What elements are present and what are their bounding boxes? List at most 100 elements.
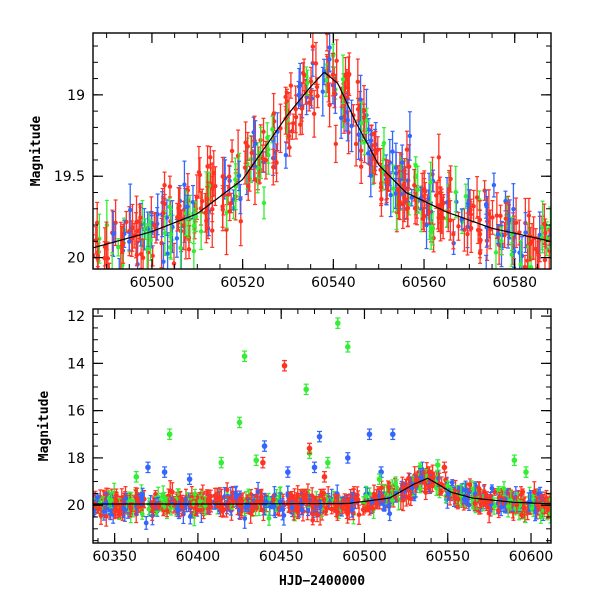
photometry-point bbox=[518, 239, 523, 269]
data-point bbox=[186, 473, 193, 485]
photometry-point bbox=[177, 187, 182, 225]
photometry-point bbox=[491, 172, 497, 198]
data-point bbox=[366, 428, 373, 441]
photometry-point bbox=[415, 165, 420, 214]
data-point bbox=[166, 428, 173, 441]
photometry-point bbox=[95, 493, 101, 502]
photometry-point bbox=[128, 183, 133, 237]
photometry-point bbox=[359, 101, 364, 145]
photometry-point bbox=[379, 181, 384, 217]
x-tick-label: 60550 bbox=[425, 549, 470, 565]
photometry-point bbox=[505, 495, 511, 518]
photometry-point bbox=[355, 490, 361, 509]
photometry-point bbox=[192, 488, 198, 499]
plot-frame bbox=[92, 32, 552, 270]
photometry-point bbox=[399, 144, 405, 181]
photometry-point bbox=[364, 107, 369, 135]
photometry-point bbox=[271, 148, 276, 186]
y-tick-label: 20 bbox=[67, 251, 85, 267]
x-tick-label: 60600 bbox=[509, 549, 554, 565]
model-curve bbox=[93, 477, 551, 505]
y-tick-label: 14 bbox=[67, 356, 85, 372]
photometry-point bbox=[361, 85, 367, 136]
bottom-panel-data bbox=[93, 317, 551, 530]
photometry-point bbox=[332, 494, 338, 512]
photometry-point bbox=[103, 273, 107, 303]
photometry-point bbox=[164, 504, 170, 518]
photometry-point bbox=[333, 124, 339, 164]
photometry-point bbox=[458, 484, 464, 507]
bottom-panel-full: 60350 60400 60450 60500 60550 60600 12 14 16 18 20… bbox=[37, 308, 554, 589]
photometry-point bbox=[486, 189, 492, 239]
photometry-point bbox=[449, 479, 455, 487]
photometry-point bbox=[113, 488, 119, 503]
x-tick-label: 60500 bbox=[130, 275, 175, 291]
photometry-point bbox=[453, 165, 458, 219]
photometry-point bbox=[468, 201, 473, 219]
series-1-points bbox=[133, 317, 529, 485]
photometry-point bbox=[167, 197, 172, 217]
photometry-point bbox=[249, 135, 254, 171]
photometry-point bbox=[494, 192, 500, 239]
photometry-point bbox=[238, 499, 244, 514]
photometry-point bbox=[299, 504, 305, 516]
data-point bbox=[303, 383, 309, 396]
series-2-points bbox=[260, 359, 448, 483]
photometry-point bbox=[421, 172, 427, 209]
photometry-point bbox=[355, 58, 361, 106]
x-tick-label: 60560 bbox=[402, 275, 447, 291]
photometry-point bbox=[116, 238, 121, 257]
top-panel-data bbox=[93, 33, 551, 303]
photometry-point bbox=[365, 501, 370, 512]
photometry-point bbox=[370, 503, 376, 513]
photometry-point bbox=[121, 498, 127, 519]
photometry-point bbox=[220, 187, 225, 232]
photometry-point bbox=[110, 252, 115, 269]
photometry-point bbox=[238, 183, 243, 215]
photometry-point bbox=[107, 262, 112, 269]
photometry-point bbox=[467, 478, 473, 492]
photometry-point bbox=[274, 150, 279, 174]
photometry-point bbox=[311, 89, 317, 138]
data-point bbox=[434, 459, 441, 471]
photometry-point bbox=[193, 201, 199, 232]
photometry-point bbox=[456, 211, 461, 241]
data-point bbox=[426, 466, 433, 478]
data-point bbox=[335, 317, 341, 329]
photometry-point bbox=[533, 228, 538, 269]
photometry-point bbox=[327, 46, 332, 73]
photometry-point bbox=[264, 495, 269, 508]
data-point bbox=[441, 461, 448, 474]
data-point bbox=[133, 471, 140, 483]
photometry-point bbox=[179, 497, 185, 517]
photometry-point bbox=[233, 486, 238, 500]
top-panel-zoom: 60500 60520 60540 60560 60580 19 19.5 20 Magnit… bbox=[29, 32, 552, 303]
photometry-point bbox=[292, 488, 297, 510]
data-point bbox=[306, 442, 313, 455]
photometry-point bbox=[283, 141, 289, 169]
photometry-point bbox=[418, 186, 423, 211]
photometry-point bbox=[412, 192, 418, 225]
photometry-point bbox=[108, 491, 114, 509]
bottom-x-axis-title: HJD−2400000 bbox=[279, 574, 365, 589]
photometry-point bbox=[493, 234, 499, 269]
photometry-point bbox=[499, 226, 504, 256]
photometry-point bbox=[523, 212, 528, 254]
photometry-point bbox=[220, 504, 226, 518]
photometry-point bbox=[203, 192, 208, 233]
y-tick-label: 20 bbox=[67, 498, 85, 514]
photometry-point bbox=[407, 111, 413, 161]
photometry-point bbox=[98, 506, 104, 525]
data-point bbox=[145, 461, 151, 474]
data-point bbox=[511, 454, 518, 467]
photometry-point bbox=[522, 501, 527, 516]
photometry-point bbox=[349, 99, 354, 153]
photometry-point bbox=[293, 85, 298, 134]
photometry-point bbox=[386, 496, 392, 515]
photometry-point bbox=[128, 502, 134, 515]
photometry-point bbox=[422, 472, 427, 493]
photometry-point bbox=[187, 508, 193, 525]
photometry-point bbox=[140, 238, 146, 269]
photometry-point bbox=[306, 93, 312, 112]
